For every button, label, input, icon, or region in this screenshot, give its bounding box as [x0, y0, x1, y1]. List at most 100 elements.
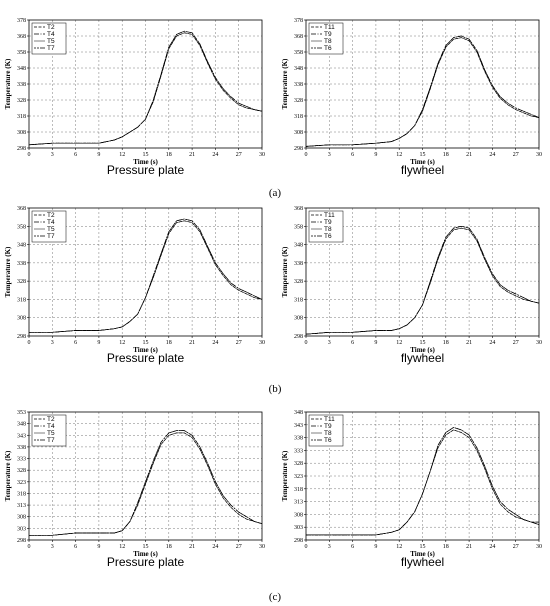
legend-entry: T11: [324, 212, 335, 219]
x-axis-label: Time (s): [133, 346, 158, 354]
x-tick-label: 15: [420, 544, 426, 550]
x-axis-label: Time (s): [410, 158, 435, 166]
chart-panel-3: 0 3 6 9 12 15 18 21 24 27 30 298 308 318 328 338 348 358 3…: [281, 206, 542, 365]
legend-entry: T6: [324, 45, 332, 52]
legend-entry: T7: [47, 233, 55, 240]
x-tick-label: 27: [513, 544, 519, 550]
y-tick-label: 328: [17, 98, 26, 104]
y-tick-label: 318: [17, 114, 26, 120]
x-tick-label: 15: [143, 544, 149, 550]
legend-box: [308, 414, 344, 447]
y-tick-label: 368: [294, 206, 303, 212]
y-tick-label: 308: [294, 316, 303, 322]
panel-caption: flywheel: [401, 351, 444, 365]
x-tick-label: 9: [97, 340, 100, 346]
y-tick-label: 308: [17, 130, 26, 136]
x-tick-label: 27: [513, 340, 519, 346]
x-tick-label: 18: [443, 544, 449, 550]
y-tick-label: 318: [294, 297, 303, 303]
y-tick-label: 368: [17, 34, 26, 40]
x-tick-label: 30: [536, 340, 542, 346]
x-tick-label: 21: [189, 152, 195, 158]
legend-entry: T6: [324, 233, 332, 240]
x-tick-label: 30: [259, 340, 265, 346]
x-tick-label: 12: [396, 340, 402, 346]
y-tick-label: 378: [17, 18, 26, 24]
panel-caption: Pressure plate: [107, 555, 185, 569]
x-tick-label: 30: [259, 152, 265, 158]
y-tick-label: 313: [294, 500, 303, 506]
x-tick-label: 3: [51, 544, 54, 550]
y-tick-label: 328: [294, 461, 303, 467]
x-tick-label: 24: [489, 152, 495, 158]
x-tick-label: 6: [351, 544, 354, 550]
legend-entry: T9: [324, 219, 332, 226]
x-tick-label: 18: [166, 340, 172, 346]
legend-entry: T7: [47, 45, 55, 52]
series-line-t5: [28, 32, 263, 146]
y-tick-label: 333: [294, 448, 303, 454]
x-tick-label: 24: [212, 340, 218, 346]
x-tick-label: 18: [443, 152, 449, 158]
y-tick-label: 368: [17, 206, 26, 212]
x-tick-label: 24: [212, 152, 218, 158]
legend-entry: T2: [47, 416, 55, 423]
legend-entry: T6: [324, 437, 332, 444]
x-tick-label: 21: [189, 340, 195, 346]
legend-entry: T8: [324, 38, 332, 45]
x-tick-label: 30: [536, 544, 542, 550]
legend-entry: T9: [324, 31, 332, 38]
x-tick-label: 24: [489, 340, 495, 346]
y-tick-label: 358: [17, 224, 26, 230]
x-tick-label: 15: [420, 340, 426, 346]
y-tick-label: 343: [294, 423, 303, 429]
y-tick-label: 338: [17, 445, 26, 451]
y-tick-label: 303: [294, 525, 303, 531]
x-tick-label: 6: [74, 544, 77, 550]
y-axis-label: Temperature (K): [281, 58, 289, 109]
legend-entry: T9: [324, 423, 332, 430]
x-tick-label: 3: [328, 340, 331, 346]
chart-panel-0: 0 3 6 9 12 15 18 21 24 27 30 298 308 318 328 338 348 358 3…: [4, 18, 265, 177]
x-tick-label: 27: [236, 152, 242, 158]
chart-panel-4: 0 3 6 9 12 15 18 21 24 27 30 298 303 308 313 318 323 328 3…: [4, 410, 265, 569]
x-tick-label: 21: [189, 544, 195, 550]
y-tick-label: 298: [17, 146, 26, 152]
y-tick-label: 318: [294, 114, 303, 120]
y-tick-label: 318: [294, 487, 303, 493]
x-tick-label: 18: [443, 340, 449, 346]
legend-box: [31, 414, 67, 447]
x-tick-label: 9: [374, 544, 377, 550]
y-tick-label: 343: [17, 433, 26, 439]
legend-entry: T8: [324, 430, 332, 437]
y-tick-label: 308: [294, 512, 303, 518]
chart-panel-5: 0 3 6 9 12 15 18 21 24 27 30 298 303 308 313 318 323 328 3…: [281, 410, 542, 569]
y-tick-label: 358: [17, 50, 26, 56]
y-tick-label: 298: [294, 146, 303, 152]
y-tick-label: 328: [17, 279, 26, 285]
y-tick-label: 338: [17, 261, 26, 267]
row-label: (c): [269, 591, 282, 603]
y-tick-label: 318: [17, 297, 26, 303]
x-tick-label: 9: [97, 152, 100, 158]
x-tick-label: 3: [328, 152, 331, 158]
y-tick-label: 358: [294, 50, 303, 56]
y-tick-label: 348: [17, 243, 26, 249]
x-tick-label: 0: [305, 340, 308, 346]
y-tick-label: 308: [17, 515, 26, 521]
x-tick-label: 9: [374, 152, 377, 158]
y-tick-label: 338: [294, 261, 303, 267]
legend-box: [308, 210, 344, 243]
x-tick-label: 30: [536, 152, 542, 158]
y-tick-label: 328: [17, 468, 26, 474]
y-tick-label: 348: [294, 410, 303, 416]
legend-entry: T5: [47, 38, 55, 45]
y-tick-label: 368: [294, 34, 303, 40]
y-tick-label: 308: [17, 316, 26, 322]
legend-entry: T4: [47, 423, 55, 430]
y-tick-label: 378: [294, 18, 303, 24]
